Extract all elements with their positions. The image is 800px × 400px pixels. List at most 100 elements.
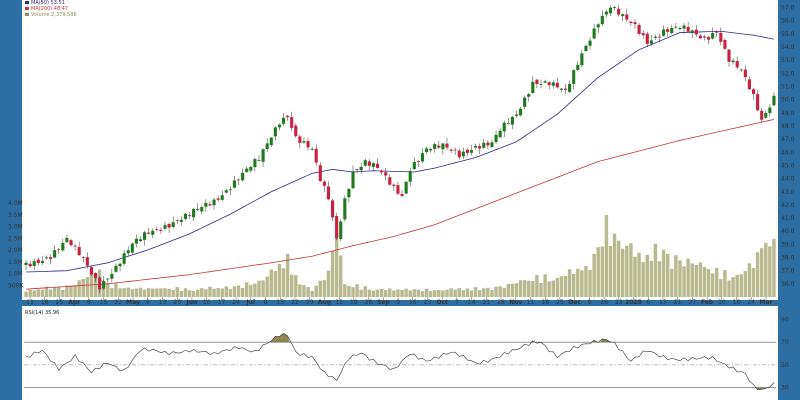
volume-tick-label: 4.0M xyxy=(8,200,23,207)
volume-bar xyxy=(486,287,490,297)
volume-bar xyxy=(445,289,449,297)
candle-up xyxy=(200,207,204,212)
date-tick-label: 21 xyxy=(482,299,490,306)
candle-up xyxy=(772,95,776,106)
candle-up xyxy=(576,64,580,70)
price-tick-label: 36.0 xyxy=(781,281,795,288)
volume-bar xyxy=(563,276,568,297)
volume-bar xyxy=(273,271,278,297)
date-tick-label: 18 xyxy=(541,299,549,306)
candle-down xyxy=(355,169,359,170)
legend-label: Volume 2,379,586 xyxy=(31,12,77,18)
candle-down xyxy=(306,141,310,148)
volume-bar xyxy=(224,286,229,297)
candle-up xyxy=(519,108,523,116)
candle-up xyxy=(53,250,57,258)
candle-down xyxy=(547,82,551,86)
volume-bar xyxy=(584,266,588,297)
volume-bar xyxy=(433,290,437,297)
volume-bar xyxy=(502,287,506,297)
candle-up xyxy=(523,97,527,107)
volume-bar xyxy=(310,291,314,297)
candle-down xyxy=(437,145,441,148)
candle-down xyxy=(719,32,723,42)
candle-down xyxy=(457,150,461,158)
volume-bar xyxy=(155,288,159,297)
candle-down xyxy=(707,37,711,40)
volume-bar xyxy=(179,291,184,297)
volume-bar xyxy=(490,290,494,297)
volume-bar xyxy=(351,287,355,297)
date-tick-label: May xyxy=(126,299,140,306)
candle-up xyxy=(604,11,608,15)
rsi-tick-label: 30 xyxy=(781,385,789,392)
candle-up xyxy=(404,181,408,194)
volume-bar xyxy=(637,252,641,297)
volume-bar xyxy=(52,287,57,297)
rsi-axis: 30 50 70 90 xyxy=(781,316,789,391)
volume-bar xyxy=(612,233,617,297)
volume-bar xyxy=(694,264,699,297)
date-tick-label: 18 xyxy=(733,299,741,306)
volume-bar xyxy=(114,283,118,297)
volume-bar xyxy=(690,263,694,297)
volume-bar xyxy=(449,288,453,297)
candle-down xyxy=(85,257,89,266)
volume-bar xyxy=(363,286,367,297)
price-axis: 36.0 37.0 38.0 39.0 40.0 41.0 42.0 43.0 44.0 45.0… xyxy=(781,5,795,288)
candle-up xyxy=(514,114,519,116)
volume-bar xyxy=(236,285,241,297)
price-tick-label: 50.0 xyxy=(781,97,795,104)
volume-bar xyxy=(674,255,678,297)
volume-bar xyxy=(232,286,237,297)
date-tick-label: 15 xyxy=(276,299,284,306)
volume-bar xyxy=(265,276,269,297)
volume-bar xyxy=(686,258,690,297)
candle-up xyxy=(506,123,510,125)
volume-bar xyxy=(200,288,204,297)
volume-bar xyxy=(204,289,208,297)
volume-bar xyxy=(522,280,527,297)
volume-bar xyxy=(772,238,776,297)
price-tick-label: 47.0 xyxy=(781,136,795,143)
volume-bar xyxy=(396,289,400,297)
date-tick-label: 16 xyxy=(409,299,417,306)
volume-bar xyxy=(416,289,421,297)
candle-down xyxy=(686,26,690,32)
volume-bar xyxy=(24,291,28,297)
volume-bar xyxy=(57,286,61,297)
volume-bar xyxy=(216,287,220,297)
rsi-overbought-fill xyxy=(592,340,597,343)
date-axis: 11 18 25 Apr 8 15 22 May 6 13 20 Jun 10 17 24 Jul 8 15 22 2… xyxy=(26,297,773,306)
candle-down xyxy=(375,163,380,168)
candle-up xyxy=(433,143,437,149)
candle-up xyxy=(764,112,768,118)
volume-bar xyxy=(735,274,739,297)
candle-up xyxy=(249,166,253,171)
candle-down xyxy=(715,30,719,33)
date-tick-label: Nov xyxy=(509,299,522,306)
candle-up xyxy=(670,27,674,34)
candle-down xyxy=(187,215,192,216)
volume-bar xyxy=(629,243,633,297)
volume-bar xyxy=(183,288,188,297)
volume-bar xyxy=(347,286,351,297)
volume-bar xyxy=(621,248,625,297)
volume-bar xyxy=(764,242,768,297)
price-tick-label: 46.0 xyxy=(781,149,795,156)
volume-bar xyxy=(69,285,73,297)
volume-bar xyxy=(339,255,343,297)
candle-up xyxy=(253,159,257,168)
volume-bar xyxy=(220,288,224,297)
date-tick-label: Feb xyxy=(701,299,714,306)
volume-bar xyxy=(106,282,110,297)
candle-up xyxy=(224,190,228,193)
volume-tick-label: 2.5M xyxy=(8,235,23,242)
candle-down xyxy=(666,29,670,32)
date-tick-label: Oct xyxy=(436,299,448,306)
volume-bar xyxy=(616,240,621,297)
candle-up xyxy=(461,151,465,157)
volume-bar xyxy=(759,248,764,297)
candle-up xyxy=(678,28,682,30)
volume-bar xyxy=(228,289,233,297)
